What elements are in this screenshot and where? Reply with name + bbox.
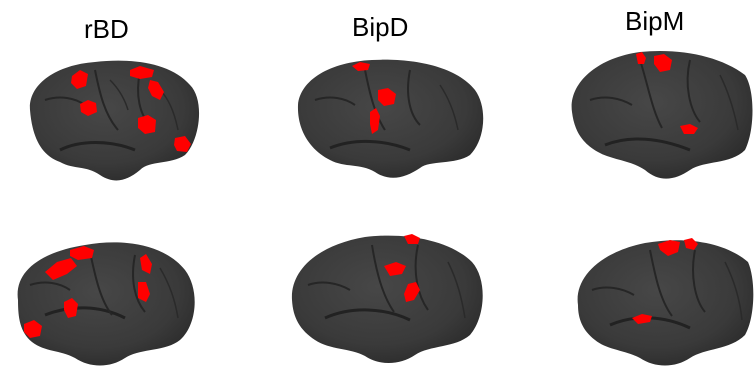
activation-clusters-rbd-bottom [24,246,152,338]
brain-bipd-bottom [291,234,483,364]
brain-rbd-bottom [17,242,195,366]
brain-bipm-top [571,50,753,179]
column-label-bipd: BipD [352,12,409,42]
brain-bipm-bottom [577,238,754,366]
brain-bipd-top [297,59,484,178]
activation-clusters-rbd-top [71,66,191,152]
activation-clusters-bipd-top [352,62,396,134]
activation-clusters-bipm-top [636,52,698,134]
activation-clusters-bipm-bottom [632,238,698,324]
column-label-bipm: BipM [625,6,685,36]
activation-clusters-bipd-bottom [384,234,420,302]
brain-rbd-top [29,60,200,181]
column-label-rbd: rBD [84,14,129,44]
